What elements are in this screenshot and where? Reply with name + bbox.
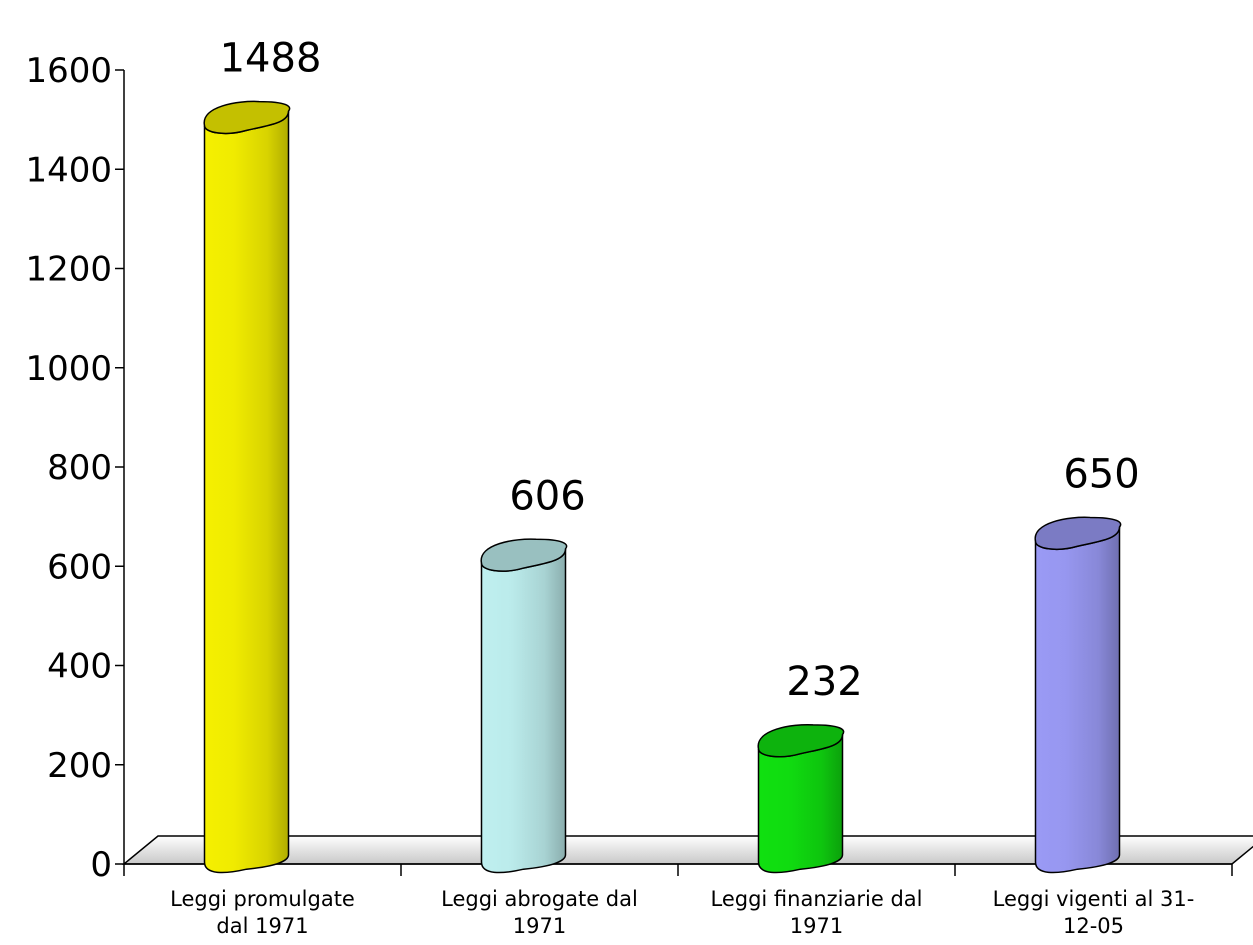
bar-cylinder-3 <box>1034 516 1122 874</box>
data-label: 650 <box>1063 451 1139 497</box>
y-tick-label: 800 <box>47 448 112 488</box>
data-label: 232 <box>786 659 862 705</box>
x-tick-label: Leggi abrogate dal 1971 <box>441 887 638 938</box>
bar-top-cap <box>1034 516 1122 551</box>
x-tick-label: Leggi vigenti al 31-12-05 <box>993 887 1195 938</box>
bar-body <box>480 548 567 874</box>
bar-top-cap <box>203 100 291 135</box>
x-tick-label: Leggi finanziarie dal 1971 <box>711 887 923 938</box>
bar-cylinder-0 <box>203 100 291 874</box>
y-tick-label: 1600 <box>25 51 112 91</box>
bar-body <box>1034 526 1121 874</box>
y-tick-label: 1400 <box>25 150 112 190</box>
data-label: 606 <box>509 473 585 519</box>
bar-cylinder-2 <box>757 723 845 874</box>
y-tick-label: 1000 <box>25 349 112 389</box>
y-tick-label: 200 <box>47 746 112 786</box>
bar-body <box>203 111 290 874</box>
bar-top-cap <box>757 723 845 758</box>
y-tick-label: 0 <box>90 845 112 885</box>
y-tick-label: 1200 <box>25 250 112 290</box>
y-tick-label: 400 <box>47 647 112 687</box>
bar-cylinder-1 <box>480 538 568 874</box>
bar-top-cap <box>480 538 568 572</box>
x-tick-label: Leggi promulgate dal 1971 <box>170 887 355 938</box>
y-tick-label: 600 <box>47 547 112 587</box>
data-label: 1488 <box>220 36 322 82</box>
